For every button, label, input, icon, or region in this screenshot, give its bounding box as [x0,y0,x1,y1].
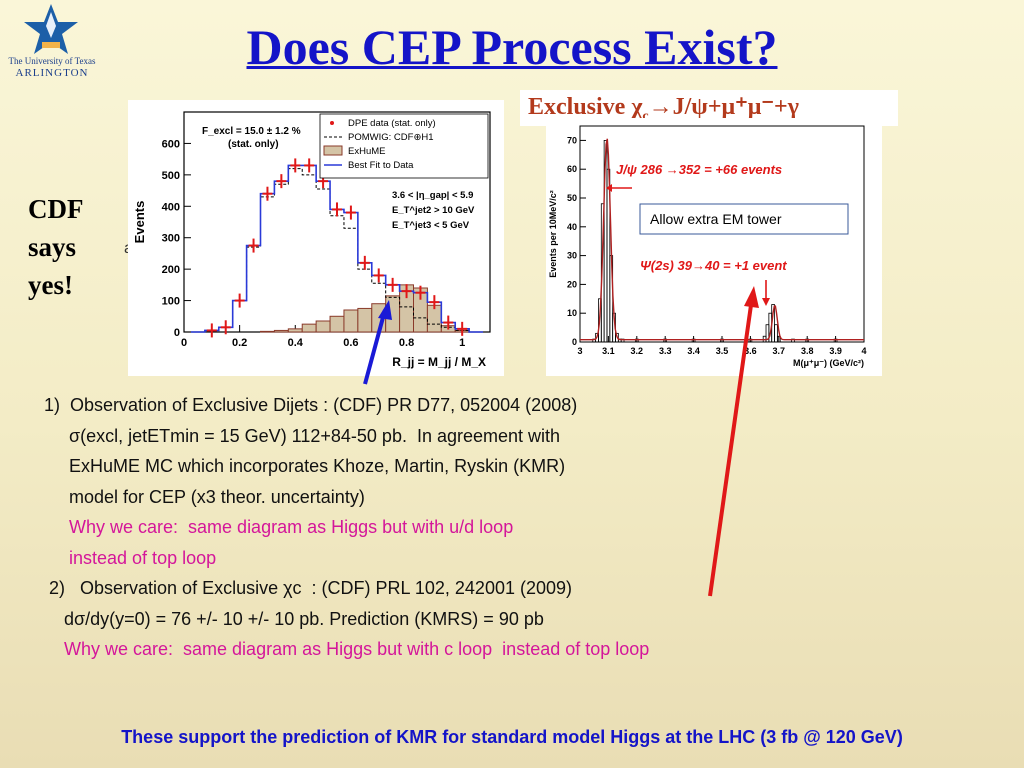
side-note-line: says [28,232,77,262]
cdf-says-yes: CDF says yes! [28,190,108,304]
conclusion-line: These support the prediction of KMR for … [121,727,903,747]
x-tick-label: 3.1 [602,346,615,356]
logo-line2: ARLINGTON [15,67,89,79]
reference-line: Why we care: same diagram as Higgs but w… [44,517,514,537]
side-note-line: CDF [28,194,84,224]
cut-label: 3.6 < |η_gap| < 5.9 [392,190,473,201]
header-sub: c [642,108,649,124]
x-tick-label: 0 [181,337,187,349]
histogram-bin [615,332,619,343]
dijet-plot-panel: 0 100 200 300 400 500 600 0 0.2 0.4 0.6 0.8 1 Events R… [128,100,504,376]
legend-label: DPE data (stat. only) [348,118,436,129]
jpsi-annotation: J/ψ 286 →352 = +66 events [616,162,782,177]
legend-box [319,113,489,179]
x-tick-label: 0.8 [399,337,414,349]
x-tick-label: 3.6 [744,346,757,356]
y-tick-label: 40 [567,222,577,232]
legend-label: POMWIG: CDF⊕H1 [348,132,434,143]
allow-box-text: Allow extra EM tower [650,211,782,227]
header-rest: →J/ψ+μ⁺μ⁻+γ [648,94,799,120]
reference-list: 1) Observation of Exclusive Dijets : (CD… [44,390,904,665]
cut-label: E_T^jet3 < 5 GeV [392,220,470,231]
y-tick-label: 0 [174,327,180,339]
reference-line: σ(excl, jetETmin = 15 GeV) 112+84-50 pb.… [44,425,561,446]
x-axis-label: M(μ⁺μ⁻) (GeV/c²) [793,358,864,368]
reference-line: 2) Observation of Exclusive χc : (CDF) P… [44,578,573,598]
y-tick-label: 20 [567,279,577,289]
reference-line: 1) Observation of Exclusive Dijets : (CD… [44,395,578,415]
x-tick-label: 3.8 [801,346,814,356]
psi2s-annotation: Ψ(2s) 39→40 = +1 event [640,258,787,273]
y-tick-label: 400 [162,201,180,213]
x-axis-label: R_jj = M_jj / M_X [392,355,486,369]
reference-line: Why we care: same diagram as Higgs but w… [44,639,650,659]
x-tick-label: 0.4 [288,337,304,349]
x-tick-label: 3.7 [773,346,786,356]
x-tick-label: 0.2 [232,337,247,349]
reference-line: dσ/dy(y=0) = 76 +/- 10 +/- 10 pb. Predic… [44,608,544,629]
y-tick-label: 70 [567,135,577,145]
red-arrow-head [744,286,759,308]
reference-line: ExHuME MC which incorporates Khoze, Mart… [44,456,566,476]
reference-line: instead of top loop [44,547,217,568]
side-note-line: yes! [28,270,73,300]
x-tick-label: 3.3 [659,346,672,356]
psi2s-arrow-head [762,298,770,306]
x-tick-label: 0.6 [343,337,358,349]
x-tick-label: 3.9 [829,346,842,356]
reference-line: model for CEP (x3 theor. uncertainty) [44,486,365,507]
x-tick-label: 1 [459,337,465,349]
y-tick-label: 10 [567,308,577,318]
y-tick-label: 200 [162,264,180,276]
blue-arrow-head [378,300,392,320]
cut-label: E_T^jet2 > 10 GeV [392,205,475,216]
mass-plot: 0 10 20 30 40 50 60 70 3 3.1 3.2 3.3 3.4 3.5 3.6 3.7 3.8… [548,125,867,368]
logo-line1: The University of Texas [8,56,96,66]
y-tick-label: 0 [572,337,577,347]
legend-marker-data [330,121,334,125]
y-tick-label: 60 [567,164,577,174]
page-title: Does CEP Process Exist? [246,19,778,75]
jpsi-arrow-head [606,184,612,192]
fit-curve [580,138,864,341]
x-tick-label: 3.4 [687,346,700,356]
y-tick-label: 600 [162,138,180,150]
y-tick-label: 100 [162,296,180,308]
histogram-bin [774,324,778,343]
fexcl-label: F_excl = 15.0 ± 1.2 % [202,126,301,137]
allow-box [639,203,849,235]
blue-arrow [363,309,387,385]
y-tick-label: 30 [567,251,577,261]
header-main: Exclusive χ [528,94,643,120]
x-tick-label: 3 [577,346,582,356]
legend-marker-exhume [323,145,343,156]
y-axis-label: Events per 10MeV/c² [548,190,558,278]
histogram-bin [776,335,781,343]
mass-plot-panel: 0 10 20 30 40 50 60 70 3 3.1 3.2 3.3 3.4 3.5 3.6 3.7 3.8… [546,118,882,376]
red-arrow [708,297,754,597]
x-tick-label: 3.2 [631,346,644,356]
y-tick-label: 500 [162,170,180,182]
y-tick-label: 50 [567,193,577,203]
fexcl-sub: (stat. only) [228,139,279,150]
legend-label: ExHuME [348,146,385,157]
legend-label: Best Fit to Data [348,160,414,171]
x-tick-label: 4 [861,346,866,356]
university-logo: The University of Texas ARLINGTON [0,0,104,84]
star-logo-icon [24,4,78,54]
x-tick-label: 3.5 [716,346,729,356]
y-tick-label: 300 [162,233,180,245]
y-axis-label: Events [132,201,147,244]
